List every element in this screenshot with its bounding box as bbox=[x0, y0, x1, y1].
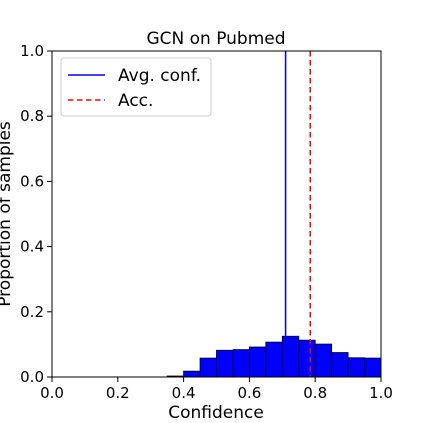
y-tick-label: 0.6 bbox=[20, 172, 44, 190]
histogram-bar bbox=[183, 370, 201, 378]
histogram-bar bbox=[331, 352, 349, 378]
histogram-bar bbox=[216, 349, 234, 378]
y-axis-ticks: 0.0 0.2 0.4 0.6 0.8 1.0 bbox=[20, 42, 52, 386]
histogram-bar bbox=[232, 349, 250, 378]
y-tick-label: 1.0 bbox=[20, 42, 44, 60]
histogram-bar bbox=[265, 341, 283, 378]
y-tick-label: 0.0 bbox=[20, 368, 44, 386]
chart-title: GCN on Pubmed bbox=[146, 29, 285, 49]
x-tick-label: 0.0 bbox=[40, 384, 64, 402]
legend-label-acc: Acc. bbox=[118, 91, 153, 111]
x-tick-label: 1.0 bbox=[369, 384, 393, 402]
legend: Avg. conf. Acc. bbox=[60, 57, 212, 117]
y-axis-label: Proportion of samples bbox=[0, 121, 15, 307]
plot-frame bbox=[51, 50, 382, 378]
x-axis-ticks: 0.0 0.2 0.4 0.6 0.8 1.0 bbox=[40, 377, 393, 402]
y-tick-label: 0.8 bbox=[20, 107, 44, 125]
histogram-bar bbox=[281, 335, 300, 378]
y-tick-label: 0.2 bbox=[20, 303, 44, 321]
x-tick-label: 0.2 bbox=[106, 384, 130, 402]
x-tick-label: 0.4 bbox=[172, 384, 196, 402]
x-tick-label: 0.8 bbox=[303, 384, 327, 402]
histogram-bar bbox=[199, 357, 217, 378]
legend-box bbox=[60, 57, 212, 117]
histogram-bar bbox=[364, 357, 382, 378]
y-tick-label: 0.4 bbox=[20, 238, 44, 256]
legend-label-avg-conf: Avg. conf. bbox=[118, 66, 201, 86]
histogram-bar bbox=[314, 343, 333, 378]
histogram-bar bbox=[298, 339, 316, 378]
histogram-bar bbox=[248, 346, 267, 378]
x-tick-label: 0.6 bbox=[237, 384, 261, 402]
histogram-bars bbox=[166, 335, 382, 378]
x-axis-label: Confidence bbox=[168, 403, 264, 423]
histogram-bar bbox=[347, 357, 365, 378]
